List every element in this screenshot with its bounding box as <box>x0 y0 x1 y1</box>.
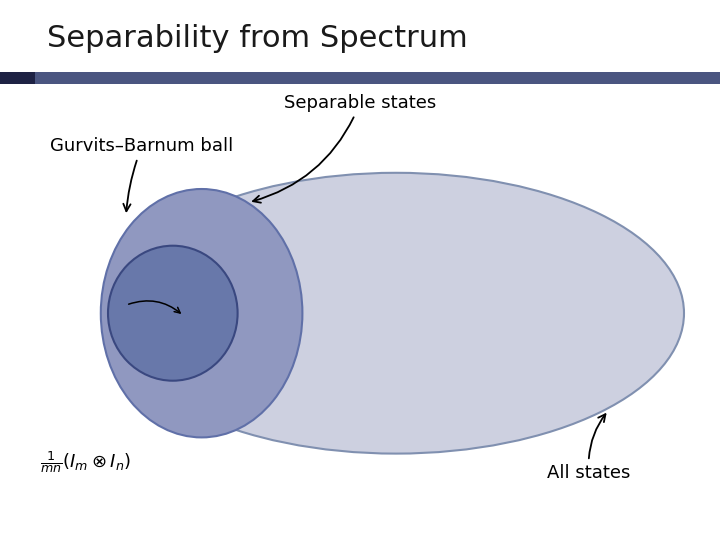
Text: Separability from Spectrum: Separability from Spectrum <box>47 24 467 53</box>
Bar <box>35 72 720 84</box>
Text: $\frac{1}{mn}(I_m \otimes I_n)$: $\frac{1}{mn}(I_m \otimes I_n)$ <box>40 449 130 475</box>
Ellipse shape <box>108 246 238 381</box>
Text: Gurvits–Barnum ball: Gurvits–Barnum ball <box>50 137 234 211</box>
Text: Separable states: Separable states <box>253 94 436 202</box>
Ellipse shape <box>108 173 684 454</box>
Text: All states: All states <box>547 414 631 482</box>
Bar <box>0 72 35 84</box>
Ellipse shape <box>101 189 302 437</box>
